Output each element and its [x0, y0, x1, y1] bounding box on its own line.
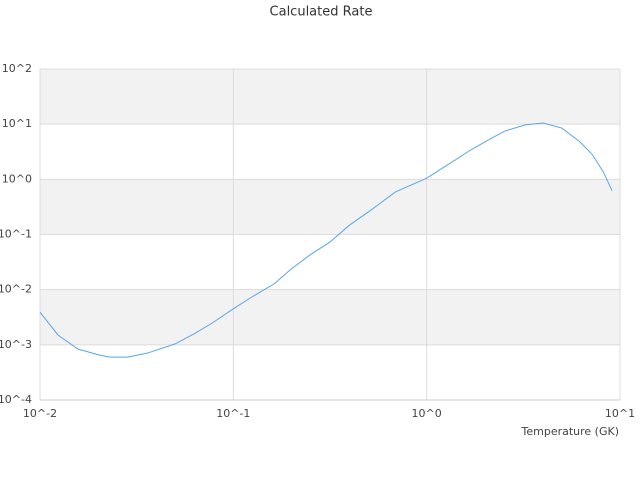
- y-tick-label: 10^1: [2, 117, 32, 130]
- y-tick-label: 10^-1: [0, 228, 32, 241]
- y-tick-label: 10^0: [2, 172, 32, 185]
- x-tick-label: 10^0: [412, 407, 442, 420]
- data-line: [39, 122, 613, 358]
- grid-band: [40, 179, 620, 235]
- y-tick-label: 10^-3: [0, 338, 32, 351]
- grid-band: [40, 69, 620, 125]
- y-tick-label: 10^-4: [0, 393, 32, 406]
- x-tick-label: 10^-2: [23, 407, 57, 420]
- y-tick-label: 10^-2: [0, 283, 32, 296]
- y-tick-label: 10^2: [2, 62, 32, 75]
- x-tick-label: 10^1: [605, 407, 635, 420]
- x-axis-title: Temperature (GK): [521, 425, 620, 438]
- grid-band: [40, 289, 620, 345]
- chart-title: Calculated Rate: [270, 5, 373, 20]
- x-tick-label: 10^-1: [216, 407, 250, 420]
